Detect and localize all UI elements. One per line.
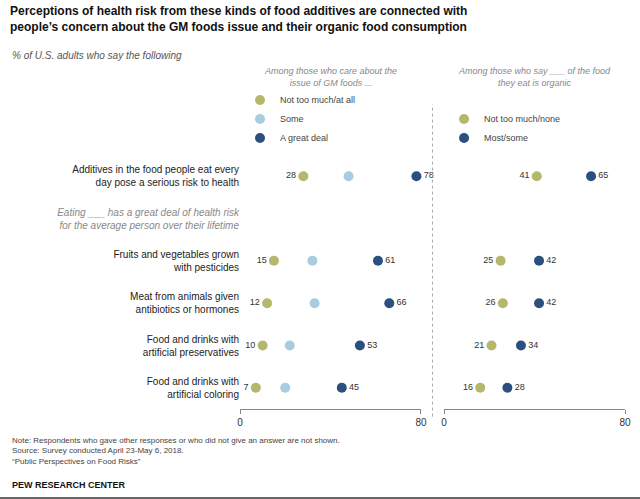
- svg-text:42: 42: [546, 297, 556, 307]
- svg-text:80: 80: [619, 417, 631, 428]
- svg-text:Meat from animals givenantibio: Meat from animals givenantibiotics or ho…: [130, 291, 239, 315]
- svg-text:16: 16: [463, 382, 473, 392]
- svg-text:Additives in the food people e: Additives in the food people eat everyda…: [72, 164, 239, 188]
- svg-text:12: 12: [250, 297, 260, 307]
- svg-text:53: 53: [367, 340, 377, 350]
- svg-text:Eating ___ has a great deal of: Eating ___ has a great deal of health ri…: [57, 207, 240, 231]
- svg-text:61: 61: [385, 255, 395, 265]
- svg-text:15: 15: [257, 255, 267, 265]
- svg-text:0: 0: [441, 417, 447, 428]
- svg-text:45: 45: [349, 382, 359, 392]
- svg-text:Most/some: Most/some: [484, 133, 528, 143]
- svg-text:Perceptions of health risk fro: Perceptions of health risk from these ki…: [10, 4, 467, 34]
- svg-text:80: 80: [415, 417, 427, 428]
- svg-text:21: 21: [474, 340, 484, 350]
- svg-text:Food and drinks withartificial: Food and drinks withartificial preservat…: [143, 334, 239, 358]
- svg-text:Note: Respondents who gave oth: Note: Respondents who gave other respons…: [12, 436, 340, 466]
- svg-text:Fruits and vegetables grownwit: Fruits and vegetables grownwith pesticid…: [113, 249, 239, 273]
- svg-text:% of U.S. adults who say the f: % of U.S. adults who say the following: [12, 50, 182, 61]
- svg-text:65: 65: [598, 170, 608, 180]
- svg-text:Some: Some: [280, 114, 304, 124]
- svg-text:Among those who say ___ of the: Among those who say ___ of the foodthey …: [458, 66, 611, 88]
- svg-text:Not too much/at all: Not too much/at all: [280, 95, 355, 105]
- svg-text:78: 78: [424, 170, 434, 180]
- svg-text:41: 41: [520, 170, 530, 180]
- svg-text:26: 26: [486, 297, 496, 307]
- svg-text:PEW RESEARCH CENTER: PEW RESEARCH CENTER: [12, 480, 126, 490]
- svg-text:Food and drinks withartificial: Food and drinks withartificial coloring: [147, 376, 239, 400]
- svg-text:Among those who care about the: Among those who care about theissue of G…: [264, 66, 397, 88]
- svg-text:28: 28: [286, 170, 296, 180]
- svg-text:28: 28: [515, 382, 525, 392]
- svg-text:0: 0: [237, 417, 243, 428]
- svg-text:7: 7: [244, 382, 249, 392]
- svg-text:66: 66: [397, 297, 407, 307]
- svg-text:10: 10: [245, 340, 255, 350]
- svg-text:42: 42: [546, 255, 556, 265]
- svg-text:Not too much/none: Not too much/none: [484, 114, 560, 124]
- svg-text:25: 25: [483, 255, 493, 265]
- svg-text:A great deal: A great deal: [280, 133, 328, 143]
- svg-text:34: 34: [528, 340, 538, 350]
